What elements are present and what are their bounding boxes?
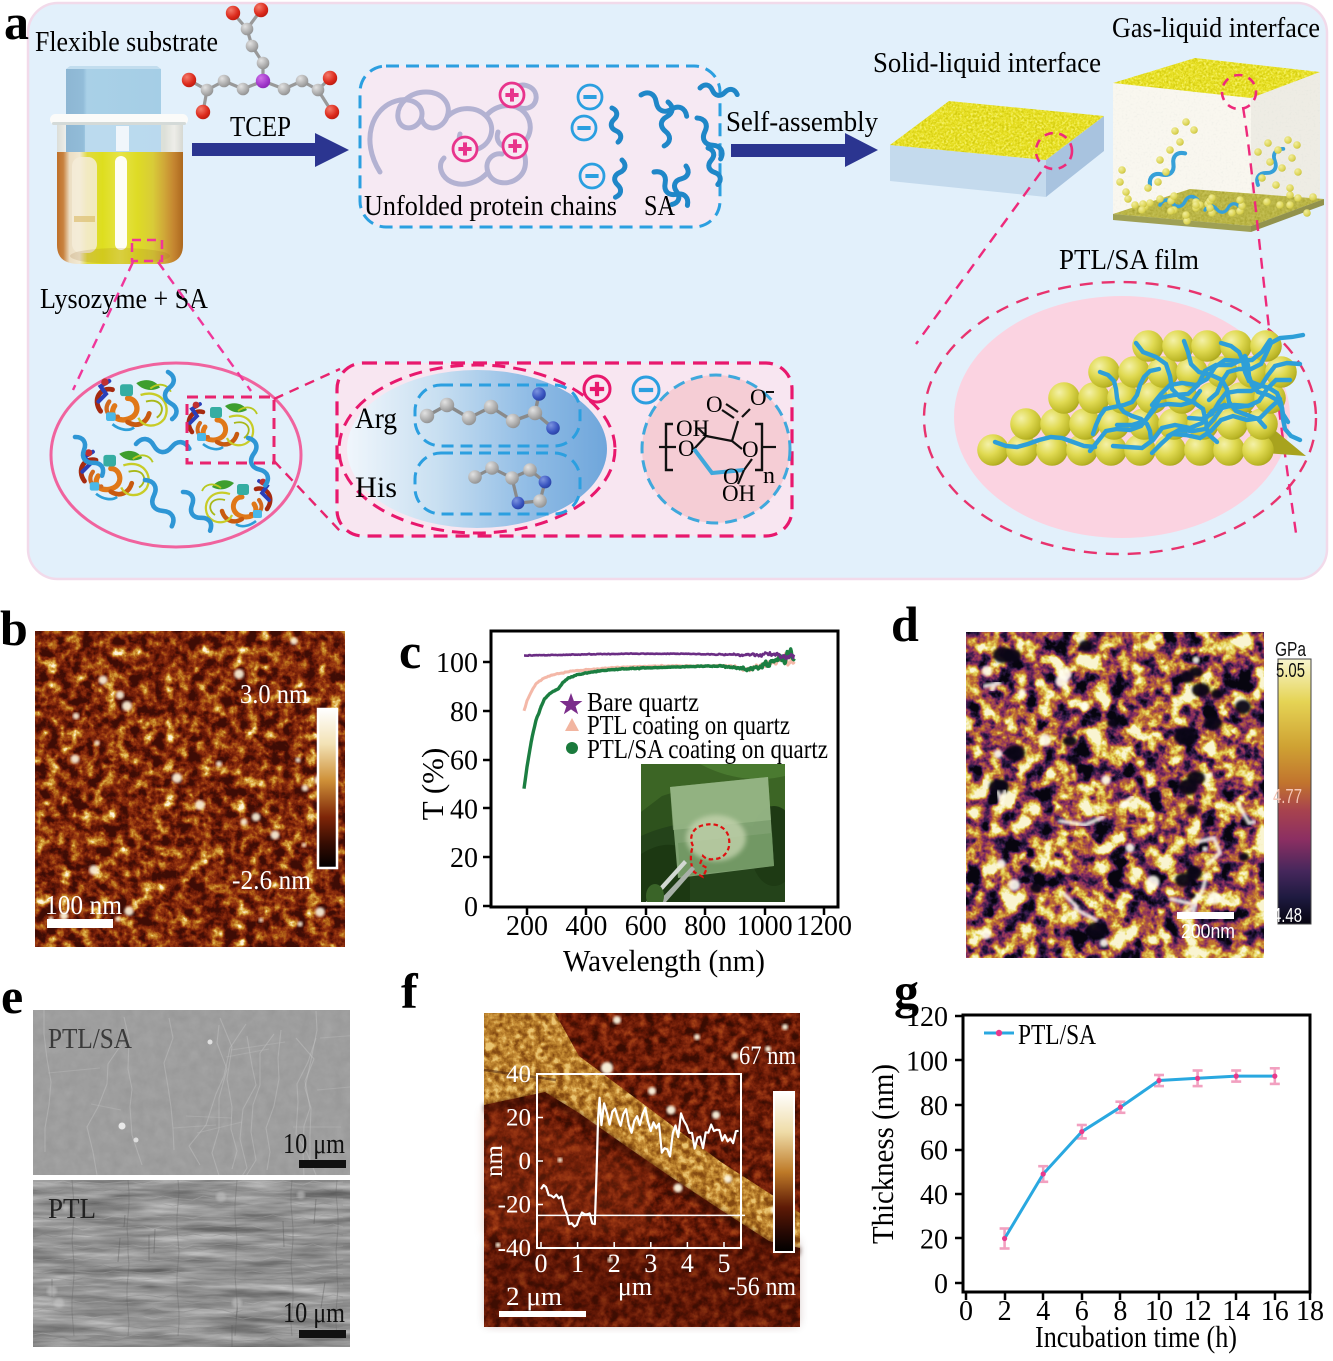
svg-text:Thickness (nm): Thickness (nm) [865, 1064, 900, 1244]
svg-text:1200: 1200 [796, 911, 852, 942]
svg-text:SA: SA [644, 190, 675, 222]
svg-text:12: 12 [1184, 1296, 1212, 1327]
svg-text:4: 4 [1036, 1296, 1050, 1327]
svg-text:2 μm: 2 μm [506, 1282, 562, 1311]
svg-text:100 nm: 100 nm [45, 890, 122, 920]
svg-text:-20: -20 [498, 1192, 531, 1219]
svg-text:-2.6 nm: -2.6 nm [232, 865, 311, 895]
svg-text:-40: -40 [498, 1235, 531, 1262]
svg-text:4.77: 4.77 [1273, 786, 1302, 808]
svg-text:nm: nm [481, 1144, 508, 1177]
svg-text:200: 200 [506, 911, 548, 942]
svg-text:6: 6 [1075, 1296, 1089, 1327]
svg-text:Gas-liquid interface: Gas-liquid interface [1112, 12, 1320, 44]
svg-text:800: 800 [684, 911, 726, 942]
svg-text:c: c [399, 623, 421, 679]
svg-text:Incubation time (h): Incubation time (h) [1035, 1319, 1237, 1354]
svg-text:600: 600 [625, 911, 667, 942]
svg-text:d: d [891, 596, 919, 652]
svg-text:18: 18 [1296, 1296, 1324, 1327]
svg-text:20: 20 [506, 1105, 531, 1132]
svg-text:200nm: 200nm [1181, 921, 1235, 943]
svg-text:PTL/SA: PTL/SA [48, 1024, 133, 1055]
svg-text:67 nm: 67 nm [739, 1041, 796, 1070]
svg-text:O: O [742, 437, 759, 462]
svg-text:100: 100 [906, 1047, 948, 1078]
svg-text:-56 nm: -56 nm [728, 1272, 796, 1301]
svg-text:Lysozyme + SA: Lysozyme + SA [40, 284, 209, 315]
svg-text:400: 400 [565, 911, 607, 942]
svg-text:100: 100 [436, 648, 478, 679]
svg-text:3: 3 [644, 1249, 657, 1278]
svg-text:O: O [750, 385, 767, 410]
svg-text:Unfolded protein chains: Unfolded protein chains [364, 190, 617, 222]
svg-text:f: f [401, 963, 419, 1019]
svg-text:3.0 nm: 3.0 nm [240, 679, 308, 709]
svg-text:5.05: 5.05 [1276, 660, 1305, 682]
svg-text:40: 40 [506, 1061, 531, 1088]
svg-text:10 μm: 10 μm [283, 1129, 345, 1160]
svg-text:O: O [706, 392, 723, 417]
svg-text:a: a [4, 0, 29, 50]
svg-text:80: 80 [450, 697, 478, 728]
svg-text:PTL/SA coating on quartz: PTL/SA coating on quartz [587, 734, 828, 764]
svg-text:40: 40 [450, 794, 478, 825]
svg-text:e: e [1, 968, 23, 1024]
svg-text:PTL/SA: PTL/SA [1018, 1019, 1096, 1051]
svg-text:OH: OH [676, 416, 709, 441]
svg-text:8: 8 [1113, 1296, 1127, 1327]
svg-text:120: 120 [906, 1002, 948, 1033]
svg-text:0: 0 [535, 1249, 548, 1278]
svg-text:g: g [894, 963, 919, 1019]
svg-text:0: 0 [519, 1148, 532, 1175]
svg-text:0: 0 [959, 1296, 973, 1327]
svg-text:16: 16 [1261, 1296, 1289, 1327]
svg-text:O: O [723, 464, 740, 489]
svg-text:20: 20 [920, 1225, 948, 1256]
svg-text:PTL: PTL [48, 1194, 96, 1225]
svg-text:80: 80 [920, 1091, 948, 1122]
svg-text:Self-assembly: Self-assembly [726, 106, 878, 138]
svg-text:PTL/SA film: PTL/SA film [1059, 244, 1199, 276]
svg-text:2: 2 [998, 1296, 1012, 1327]
svg-text:0: 0 [464, 892, 478, 923]
svg-text:5: 5 [718, 1249, 731, 1278]
svg-text:T (%): T (%) [415, 748, 450, 821]
svg-text:O: O [678, 436, 695, 461]
svg-text:μm: μm [618, 1272, 652, 1301]
svg-text:0: 0 [934, 1269, 948, 1300]
svg-text:GPa: GPa [1275, 639, 1307, 661]
svg-text:Solid-liquid interface: Solid-liquid interface [873, 47, 1101, 79]
svg-text:4: 4 [681, 1249, 694, 1278]
svg-text:1: 1 [571, 1249, 584, 1278]
svg-text:10 μm: 10 μm [283, 1298, 345, 1329]
svg-text:His: His [355, 471, 397, 504]
svg-text:b: b [0, 600, 28, 656]
svg-text:Wavelength (nm): Wavelength (nm) [563, 943, 765, 978]
svg-text:TCEP: TCEP [230, 111, 291, 143]
svg-text:14: 14 [1222, 1296, 1250, 1327]
svg-text:Bare quartz: Bare quartz [587, 687, 699, 717]
svg-text:Arg: Arg [355, 402, 397, 435]
svg-text:Flexible substrate: Flexible substrate [35, 27, 218, 58]
svg-text:4.48: 4.48 [1273, 905, 1302, 927]
svg-text:40: 40 [920, 1180, 948, 1211]
svg-text:2: 2 [608, 1249, 621, 1278]
svg-text:PTL coating on quartz: PTL coating on quartz [587, 710, 790, 740]
svg-text:20: 20 [450, 843, 478, 874]
svg-text:1000: 1000 [737, 911, 793, 942]
svg-text:n: n [763, 463, 775, 489]
svg-text:10: 10 [1145, 1296, 1173, 1327]
svg-text:60: 60 [450, 746, 478, 777]
svg-text:60: 60 [920, 1136, 948, 1167]
svg-text:OH: OH [722, 481, 755, 506]
